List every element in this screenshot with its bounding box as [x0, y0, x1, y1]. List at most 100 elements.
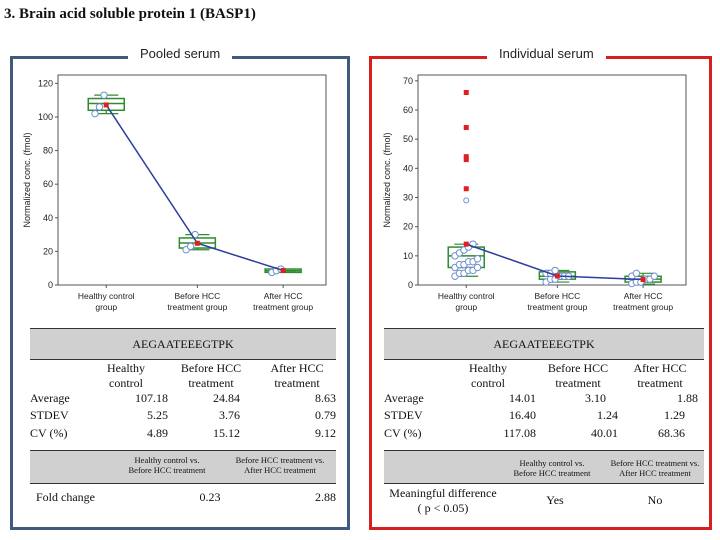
right-stdev-after: 1.29	[664, 408, 685, 422]
pooled-ytick-label-3: 60	[43, 179, 53, 189]
right-significance-1: Yes	[546, 493, 564, 507]
pooled-mean-marker-0	[103, 102, 109, 108]
page-title: 3. Brain acid soluble protein 1 (BASP1)	[4, 6, 256, 22]
right-comparison-1: Healthy control vs. Before HCC treatment	[513, 458, 591, 478]
pooled-xtick-label-0-1: group	[95, 302, 117, 312]
individual-outlier-0-4	[463, 186, 469, 192]
left-col-header-1: Healthy control	[107, 361, 145, 390]
pooled-box-0	[87, 97, 125, 112]
pooled-mean-marker-2	[280, 268, 286, 274]
individual-serum-chart: 0 10 20 30 40 50 60 70 Normalized conc. (fmol) He…	[382, 74, 687, 312]
individual-ytick-label-1: 10	[403, 251, 413, 261]
individual-xtick-label-1-0: Before HCC	[534, 291, 580, 301]
individual-point-2-5	[650, 272, 659, 280]
pooled-ytick-label-2: 40	[43, 213, 53, 223]
individual-xtick-label-1-1: treatment group	[527, 302, 587, 312]
right-stdev-before: 1.24	[597, 408, 618, 422]
individual-mean-marker-2	[640, 277, 646, 283]
individual-ytick-label-0: 0	[408, 280, 413, 290]
panel-title-individual: Individual serum	[487, 46, 606, 61]
individual-outlier-0-5	[463, 197, 470, 204]
individual-xtick-label-0-1: group	[455, 302, 477, 312]
right-col-header-3: After HCC treatment	[633, 361, 687, 390]
individual-ytick-label-6: 60	[403, 105, 413, 115]
individual-point-1-8	[551, 266, 559, 275]
left-comparison-1: Healthy control vs. Before HCC treatment	[128, 455, 206, 475]
pooled-xtick-label-1-1: treatment group	[167, 302, 227, 312]
right-comparison-2: Before HCC treatment vs. After HCC treatm…	[610, 458, 700, 478]
pooled-xtick-label-2-1: treatment group	[253, 302, 313, 312]
pooled-ytick-label-6: 120	[38, 78, 53, 88]
right-cv-healthy: 117.08	[503, 426, 536, 440]
left-row-label-cv: CV (%)	[30, 426, 68, 440]
individual-mean-marker-1	[554, 273, 560, 279]
left-fold-change-label: Fold change	[36, 490, 95, 504]
left-cv-after: 9.12	[315, 426, 336, 440]
pooled-mean-marker-1	[194, 240, 200, 246]
right-stdev-healthy: 16.40	[509, 408, 536, 422]
left-stdev-healthy: 5.25	[147, 408, 168, 422]
individual-ytick-label-2: 20	[403, 222, 413, 232]
right-row-label-cv: CV (%)	[384, 426, 422, 440]
left-row-label-average: Average	[30, 391, 70, 405]
left-peptide-header: AEGAATEEEGTPK	[30, 328, 336, 360]
individual-outlier-0-2	[463, 154, 469, 160]
individual-xtick-label-0-0: Healthy control	[438, 291, 495, 301]
pooled-serum-panel: Pooled serum	[10, 46, 350, 530]
individual-point-2-7	[632, 269, 641, 278]
pooled-serum-chart: 0 20 40 60 80 100 120 Normalized conc. (fmol) He…	[22, 74, 327, 312]
right-significance-label: Meaningful difference( p < 0.05)	[389, 486, 497, 515]
individual-outlier-0-3	[463, 157, 469, 163]
pooled-point-1-1	[186, 242, 195, 251]
left-fold-change-1: 0.23	[199, 490, 221, 504]
pooled-point-0-2	[100, 91, 108, 99]
right-col-header-1: Healthy control	[469, 361, 507, 390]
pooled-ytick-label-4: 80	[43, 146, 53, 156]
panel-title-pooled: Pooled serum	[128, 46, 233, 61]
left-row-label-stdev: STDEV	[30, 408, 69, 422]
individual-xtick-label-2-1: treatment group	[613, 302, 673, 312]
right-significance-2: No	[647, 493, 663, 507]
right-cv-before: 40.01	[591, 426, 618, 440]
left-fold-change-2: 2.88	[315, 490, 336, 504]
pooled-xtick-label-0-0: Healthy control	[78, 291, 135, 301]
right-average-healthy: 14.01	[509, 391, 536, 405]
left-cv-before: 15.12	[213, 426, 240, 440]
individual-point-0-5	[473, 263, 482, 272]
individual-xtick-label-2-0: After HCC	[624, 291, 663, 301]
right-col-header-2: Before HCC treatment	[547, 361, 609, 390]
individual-serum-panel: Individual serum	[369, 46, 712, 530]
left-comparison-2: Before HCC treatment vs. After HCC treatm…	[235, 455, 325, 475]
left-average-before: 24.84	[213, 391, 240, 405]
individual-ylabel: Normalized conc. (fmol)	[382, 132, 392, 227]
pooled-ylabel: Normalized conc. (fmol)	[22, 132, 32, 227]
right-comparison-band	[384, 450, 704, 484]
individual-ytick-label-4: 40	[403, 163, 413, 173]
left-stdev-before: 3.76	[219, 408, 240, 422]
left-col-header-2: Before HCC treatment	[180, 361, 242, 390]
individual-mean-marker-0	[463, 241, 469, 247]
pooled-xtick-label-1-0: Before HCC	[174, 291, 220, 301]
right-row-label-stdev: STDEV	[384, 408, 423, 422]
right-peptide-header: AEGAATEEEGTPK	[384, 328, 704, 360]
left-average-after: 8.63	[315, 391, 336, 405]
pooled-xtick-label-2-0: After HCC	[264, 291, 303, 301]
pooled-ytick-label-0: 0	[48, 280, 53, 290]
individual-outlier-0-1	[463, 125, 469, 130]
right-cv-after: 68.36	[658, 426, 685, 440]
pooled-point-0-0	[91, 109, 99, 118]
individual-ytick-label-3: 30	[403, 193, 413, 203]
left-col-header-3: After HCC treatment	[270, 361, 324, 390]
right-average-before: 3.10	[585, 391, 606, 405]
right-row-label-average: Average	[384, 391, 424, 405]
pooled-point-0-1	[95, 103, 104, 111]
pooled-ytick-label-5: 100	[38, 112, 53, 122]
individual-outlier-0-0	[463, 90, 469, 95]
pooled-ytick-label-1: 20	[43, 246, 53, 256]
individual-point-0-11	[473, 255, 482, 263]
individual-ytick-label-5: 50	[403, 134, 413, 144]
left-comparison-band	[30, 450, 336, 484]
individual-ytick-label-7: 70	[403, 76, 413, 86]
right-average-after: 1.88	[677, 391, 698, 405]
left-stdev-after: 0.79	[315, 408, 336, 422]
